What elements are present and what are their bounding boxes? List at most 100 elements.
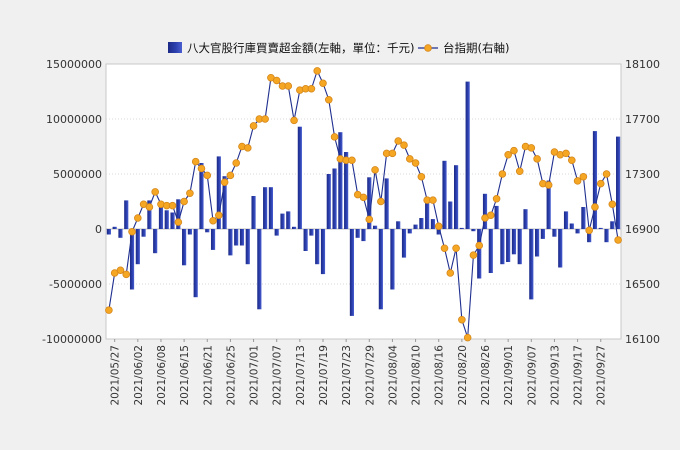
bar: [587, 229, 592, 243]
bar: [199, 163, 204, 229]
line-point: [220, 178, 229, 187]
line-point: [579, 172, 588, 181]
line-point: [591, 203, 599, 211]
bar: [187, 229, 192, 235]
x-axis-tick-label: 2021/09/07: [526, 345, 538, 406]
bar: [442, 160, 447, 229]
bar: [511, 229, 517, 255]
bar: [124, 200, 129, 229]
line-point: [272, 76, 281, 85]
x-axis-tick-label: 2021/08/20: [457, 345, 469, 406]
x-axis-tick-label: 2021/06/25: [225, 345, 237, 406]
x-axis-tick-label: 2021/06/08: [156, 345, 168, 406]
bar: [141, 229, 146, 237]
line-point: [544, 181, 553, 189]
right-axis-tick-label: 17300: [625, 168, 660, 181]
line-point: [562, 149, 570, 158]
bar: [506, 229, 511, 262]
legend-bar-label: 八大官股行庫買賣超金額(左軸，單位：千元): [187, 41, 414, 55]
bar: [222, 176, 227, 229]
bar: [372, 225, 378, 229]
bar: [164, 210, 169, 229]
line-point: [527, 144, 536, 152]
bar: [239, 229, 245, 246]
bar: [384, 178, 389, 229]
line-point: [475, 241, 484, 250]
line-point: [469, 251, 478, 259]
bar: [309, 229, 314, 236]
x-axis-tick-label: 2021/07/13: [295, 345, 307, 406]
bar: [407, 229, 412, 234]
line-point: [209, 216, 217, 225]
x-axis-tick-label: 2021/06/21: [202, 345, 214, 406]
bar: [610, 221, 615, 229]
right-axis-tick-label: 16100: [625, 333, 660, 346]
bar: [286, 211, 291, 229]
bar: [170, 212, 175, 229]
bar: [303, 229, 308, 251]
line-point: [145, 203, 154, 211]
bar: [367, 177, 372, 229]
bar: [268, 187, 273, 229]
bar: [315, 229, 320, 265]
bar: [234, 229, 239, 246]
bar: [326, 174, 331, 229]
bar: [488, 229, 493, 273]
line-point: [510, 146, 518, 155]
bar: [436, 229, 441, 235]
bar: [592, 131, 598, 229]
bar: [494, 205, 499, 229]
line-point: [377, 197, 385, 206]
line-point: [434, 222, 443, 231]
bar: [552, 229, 557, 237]
x-axis-tick-label: 2021/08/16: [434, 345, 446, 406]
line-point: [440, 244, 449, 253]
bar: [477, 229, 482, 279]
plot-area: [105, 63, 622, 340]
line-point: [411, 159, 420, 167]
line-point: [388, 149, 397, 158]
left-axis-tick-label: -10000000: [42, 333, 102, 346]
bar: [210, 229, 216, 250]
bar: [153, 229, 158, 254]
line-point: [180, 197, 188, 206]
bar: [228, 229, 233, 256]
line-point: [359, 193, 368, 202]
line-point: [243, 144, 252, 152]
bar: [546, 180, 551, 229]
bar: [459, 227, 464, 229]
x-axis-tick-label: 2021/08/26: [480, 345, 492, 406]
bar: [430, 219, 436, 229]
x-axis-tick-label: 2021/07/01: [249, 345, 261, 406]
line-point: [458, 315, 466, 324]
left-axis-tick-label: 5000000: [53, 168, 102, 181]
line-point: [215, 211, 223, 220]
line-point: [174, 218, 183, 226]
bar: [448, 201, 453, 229]
bar: [396, 221, 401, 229]
legend-bar-swatch: [168, 42, 182, 53]
bar: [569, 223, 574, 229]
line-point: [116, 266, 125, 275]
x-axis-tick-label: 2021/09/17: [573, 345, 585, 406]
bar: [535, 229, 540, 257]
legend-line-label: 台指期(右軸): [443, 41, 509, 55]
line-point: [191, 157, 200, 166]
line-point: [417, 172, 426, 181]
x-axis-tick-label: 2021/05/27: [110, 345, 122, 406]
line-point: [568, 156, 576, 165]
line-point: [405, 155, 414, 163]
bar: [419, 218, 424, 229]
line-point: [365, 215, 374, 224]
x-axis-tick-label: 2021/09/27: [596, 345, 608, 406]
bar: [280, 213, 285, 229]
bar: [500, 229, 505, 265]
right-axis-tick-label: 18100: [625, 58, 660, 71]
bar: [529, 229, 534, 300]
line-point: [249, 122, 258, 130]
bar: [581, 207, 586, 229]
bar: [135, 229, 140, 265]
bar: [332, 168, 337, 229]
line-point: [585, 226, 593, 235]
